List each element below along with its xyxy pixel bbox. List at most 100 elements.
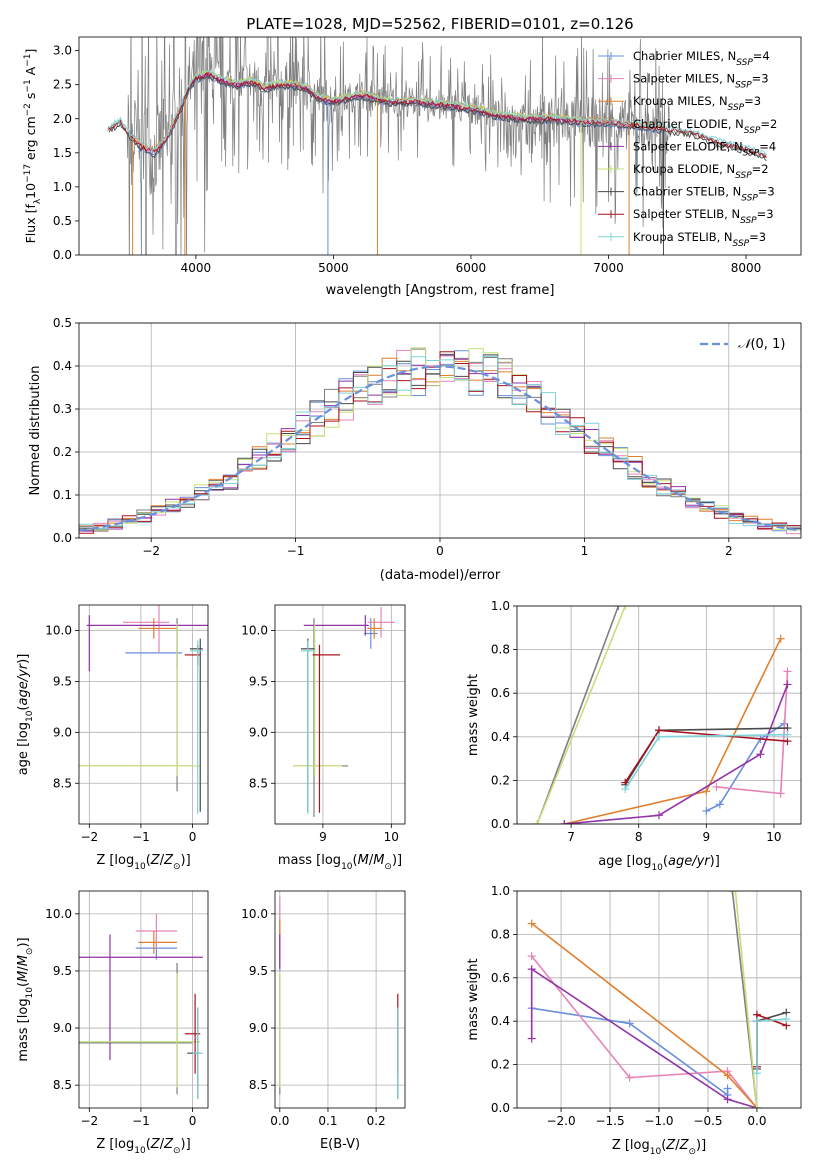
plot-area: [79, 605, 208, 814]
axes-frame: [516, 890, 802, 1109]
x-tick-label: 0.0: [747, 1114, 766, 1128]
axes-frame: [274, 890, 406, 1109]
y-axis-label: Normed distribution: [28, 366, 43, 496]
y-tick-label: 10.0: [45, 907, 72, 921]
figure-title: PLATE=1028, MJD=52562, FIBERID=0101, z=0…: [246, 15, 633, 33]
y-tick-label: 2.0: [53, 112, 72, 126]
y-tick-label: 10.0: [241, 623, 268, 637]
weight-line-salpeter-miles: [531, 955, 758, 1108]
y-tick-label: 9.0: [53, 725, 72, 739]
chart-spectrum: 4000 5000 6000 7000 8000 0.0 0.5 1.0 1.5 2.0 2.5 3.…: [23, 36, 802, 298]
gaussian-curve: [79, 365, 801, 532]
axes-frame: [78, 604, 209, 825]
y-tick-label: 0.0: [491, 1101, 510, 1115]
y-tick-label: 9.0: [53, 1021, 72, 1035]
weight-line-chabrier-miles: [705, 723, 785, 812]
y-tick-label: 10.0: [241, 907, 268, 921]
x-axis-label: age [log10(age/yr)]: [598, 854, 720, 873]
x-axis-label: wavelength [Angstrom, rest frame]: [326, 283, 555, 298]
x-tick-label: −2: [80, 830, 98, 844]
y-tick-label: 8.5: [249, 776, 268, 790]
chart-mass-vs-ebv: 0.0 0.1 0.2 8.5 9.0 9.5 10.0 E(B-V): [241, 890, 406, 1152]
legend-label: Salpeter ELODIE, NSSP=4: [633, 139, 776, 158]
x-tick-label: −0.5: [693, 1114, 722, 1128]
x-axis-label: Z [log10(Z/Z⊙)]: [96, 853, 190, 872]
x-tick-label: 0: [436, 544, 444, 558]
y-tick-label: 9.5: [53, 674, 72, 688]
y-tick-label: 0.5: [53, 214, 72, 228]
x-tick-label: 0: [189, 830, 197, 844]
y-tick-label: 1.5: [53, 146, 72, 160]
y-tick-label: 0.8: [491, 927, 510, 941]
x-axis-label: Z [log10(Z/Z⊙)]: [612, 1138, 706, 1157]
chart-residuals: −2 −1 0 1 2 0.0 0.1 0.2 0.3 0.4 0.5 𝒩(0, 1) (data-mo…: [28, 316, 802, 583]
x-tick-label: 2: [725, 544, 733, 558]
x-tick-label: 10: [384, 830, 399, 844]
weight-line-kroupa-elodie: [734, 891, 758, 1108]
y-tick-label: 0.6: [491, 971, 510, 985]
y-tick-label: 2.5: [53, 78, 72, 92]
y-tick-label: 0.6: [491, 686, 510, 700]
weight-line-salpeter-elodie: [564, 684, 789, 824]
legend-label: Kroupa MILES, NSSP=3: [633, 94, 761, 113]
x-tick-label: 0.2: [367, 1114, 386, 1128]
x-tick-label: 0.1: [318, 1114, 337, 1128]
plot-area: [533, 606, 792, 824]
weight-line-salpeter-elodie: [530, 967, 758, 1108]
y-tick-label: 0.4: [53, 359, 72, 373]
legend-label: Salpeter MILES, NSSP=3: [633, 72, 769, 91]
legend-label: Kroupa ELODIE, NSSP=2: [633, 162, 769, 181]
axes-frame: [516, 605, 802, 825]
y-tick-label: 0.4: [491, 1014, 510, 1028]
x-tick-label: 10: [766, 830, 781, 844]
model-line-kroupa-elodie: [181, 69, 582, 122]
y-axis-label: mass weight: [466, 958, 481, 1040]
chart-mass-vs-Z: −2 −1 0 8.5 9.0 9.5 10.0 Z [log10(Z/Z⊙)] mass [l…: [16, 890, 209, 1156]
y-tick-label: 9.5: [249, 964, 268, 978]
x-tick-label: 6000: [456, 261, 487, 275]
x-tick-label: −1.0: [644, 1114, 673, 1128]
weight-line-chabrier-elodie: [536, 606, 620, 824]
y-tick-label: 9.5: [249, 674, 268, 688]
x-tick-label: −1: [132, 1114, 150, 1128]
y-axis-label: mass [log10(M/M⊙)]: [16, 937, 35, 1061]
y-tick-label: 0.5: [53, 316, 72, 330]
x-axis-label: mass [log10(M/M⊙)]: [278, 853, 402, 872]
legend-label: 𝒩(0, 1): [738, 337, 785, 352]
x-tick-label: 4000: [181, 261, 212, 275]
y-tick-label: 0.0: [491, 817, 510, 831]
model-line-chabrier-stelib: [108, 75, 767, 161]
y-tick-label: 9.0: [249, 725, 268, 739]
y-tick-label: 0.0: [53, 248, 72, 262]
y-tick-label: 1.0: [53, 180, 72, 194]
x-tick-label: 1: [581, 544, 589, 558]
x-tick-label: −1: [132, 830, 150, 844]
plot-area: [79, 913, 203, 1099]
x-axis-label: E(B-V): [320, 1137, 360, 1152]
y-tick-label: 8.5: [53, 1078, 72, 1092]
x-tick-label: 8: [635, 830, 643, 844]
x-tick-label: 0: [189, 1114, 197, 1128]
model-line-kroupa-stelib: [109, 70, 767, 156]
plot-area: [79, 347, 801, 535]
x-tick-label: −2: [80, 1114, 98, 1128]
y-tick-label: 8.5: [53, 776, 72, 790]
x-tick-label: −1.5: [595, 1114, 624, 1128]
y-tick-label: 8.5: [249, 1078, 268, 1092]
y-tick-label: 9.5: [53, 964, 72, 978]
axes-frame: [78, 890, 209, 1109]
plot-area: [107, 37, 767, 255]
chart-weight-vs-age: 7 8 9 10 0.0 0.2 0.4 0.6 0.8 1.0 age [log10(age/yr…: [466, 599, 802, 873]
y-tick-label: 0.0: [53, 531, 72, 545]
plot-area: [527, 891, 791, 1108]
y-tick-label: 0.1: [53, 488, 72, 502]
axes-frame: [78, 36, 802, 256]
x-tick-label: 7: [567, 830, 575, 844]
x-tick-label: −2: [142, 544, 160, 558]
legend: 𝒩(0, 1): [700, 337, 785, 352]
x-axis-label: Z [log10(Z/Z⊙)]: [96, 1137, 190, 1156]
y-tick-label: 0.4: [491, 730, 510, 744]
x-tick-label: 9: [703, 830, 711, 844]
